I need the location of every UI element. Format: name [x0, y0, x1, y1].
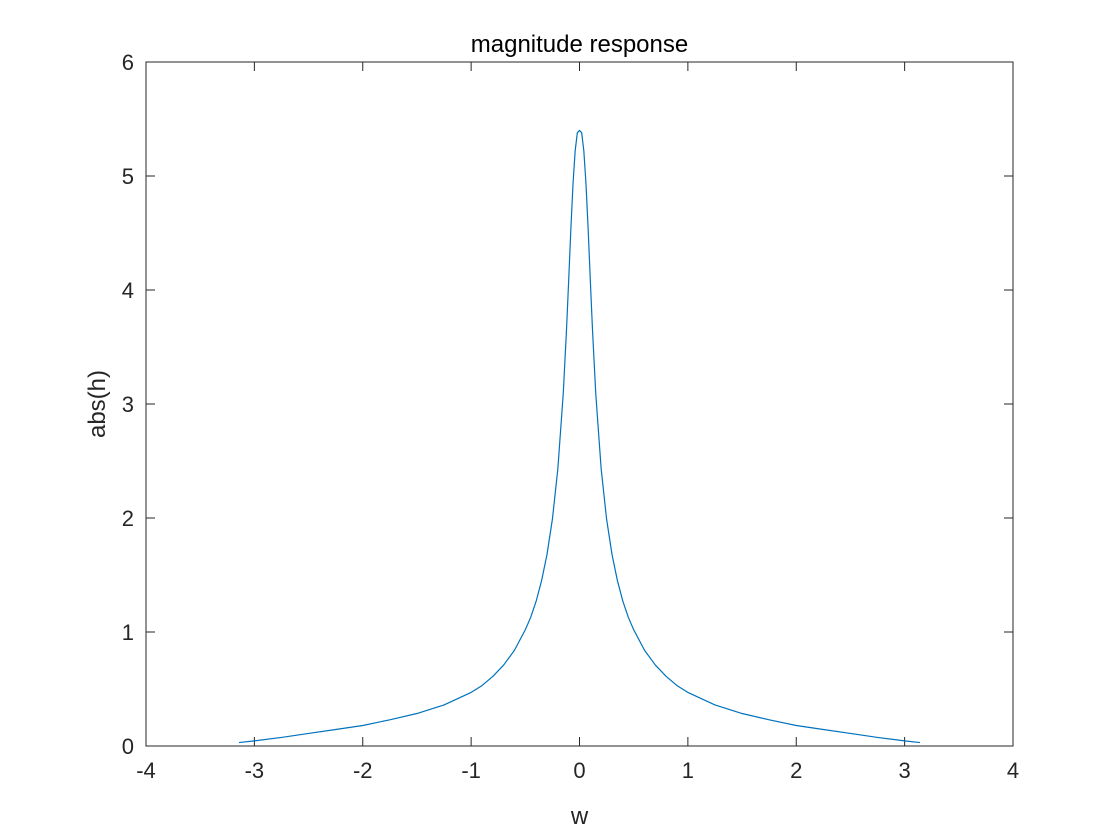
x-tick-labels: -4 -3 -2 -1 0 1 2 3 4 — [136, 758, 1019, 783]
y-tick-label: 1 — [122, 620, 134, 645]
y-tick-label: 3 — [122, 392, 134, 417]
x-tick-label: 3 — [899, 758, 911, 783]
x-tick-label: 0 — [573, 758, 585, 783]
x-tick-label: 4 — [1007, 758, 1019, 783]
y-tick-label: 5 — [122, 164, 134, 189]
x-tick-label: 1 — [682, 758, 694, 783]
y-tick-label: 6 — [122, 50, 134, 75]
x-tick-label: -2 — [353, 758, 373, 783]
x-tick-label: -4 — [136, 758, 156, 783]
axes-box — [145, 61, 1014, 747]
x-tick-label: -1 — [461, 758, 481, 783]
chart-title: magnitude response — [471, 31, 688, 58]
y-tick-label: 4 — [122, 278, 134, 303]
y-tick-label: 2 — [122, 506, 134, 531]
x-tick-label: -3 — [245, 758, 265, 783]
series-line — [238, 129, 921, 744]
plot-area — [146, 62, 1013, 746]
x-tick-label: 2 — [790, 758, 802, 783]
x-axis-label: w — [570, 803, 589, 830]
y-tick-label: 0 — [122, 734, 134, 759]
y-tick-labels: 0 1 2 3 4 5 6 — [122, 50, 134, 759]
y-axis-label: abs(h) — [84, 370, 111, 438]
